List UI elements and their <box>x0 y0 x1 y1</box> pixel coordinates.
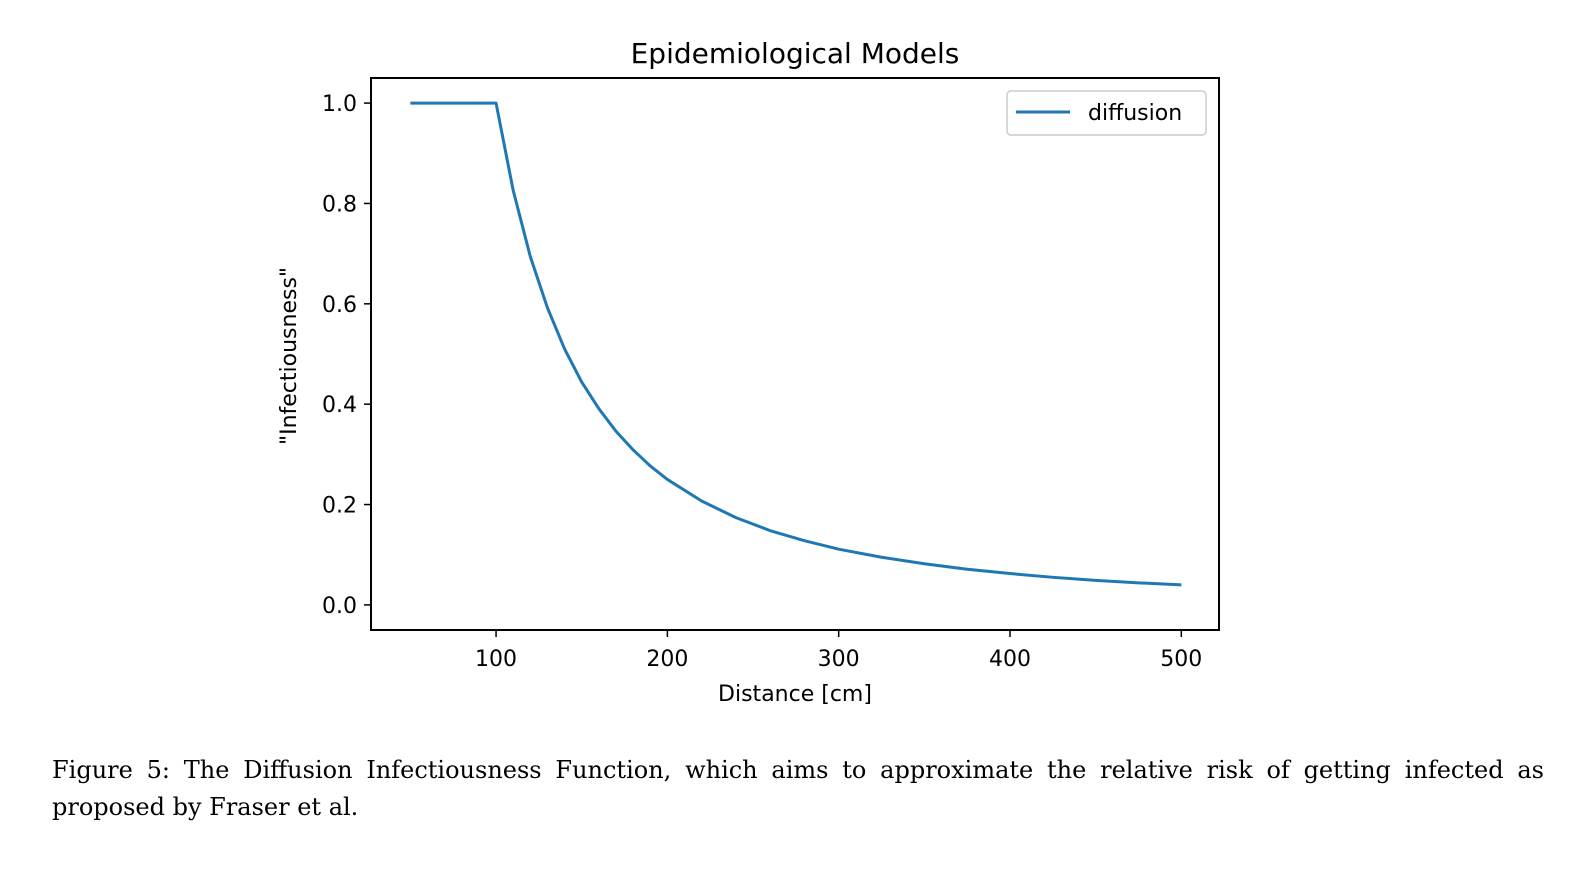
y-tick-label: 1.0 <box>322 92 357 117</box>
series-line-diffusion <box>410 101 1182 587</box>
plot-frame <box>370 77 1220 631</box>
y-tick-label: 0.6 <box>322 293 357 318</box>
chart-figure: Epidemiological Models 100 200 300 400 500 0.… <box>277 37 1220 707</box>
x-tick-label: 500 <box>1160 647 1202 672</box>
legend-box <box>1006 90 1207 136</box>
y-tick-label: 0.0 <box>322 594 357 619</box>
x-axis-label: Distance [cm] <box>718 682 872 707</box>
y-tick-label: 0.8 <box>322 192 357 217</box>
x-tick-label: 200 <box>646 647 688 672</box>
x-tick-label: 400 <box>989 647 1031 672</box>
chart-title: Epidemiological Models <box>631 37 960 70</box>
y-tick-label: 0.4 <box>322 393 357 418</box>
legend: diffusion <box>1006 90 1207 136</box>
y-tick-label: 0.2 <box>322 494 357 519</box>
x-tick-label: 300 <box>818 647 860 672</box>
figure-caption: Figure 5: The Diffusion Infectiousness F… <box>52 756 1544 821</box>
y-axis-label: "Infectiousness" <box>277 267 302 445</box>
legend-label-diffusion: diffusion <box>1088 101 1182 126</box>
x-tick-label: 100 <box>475 647 517 672</box>
